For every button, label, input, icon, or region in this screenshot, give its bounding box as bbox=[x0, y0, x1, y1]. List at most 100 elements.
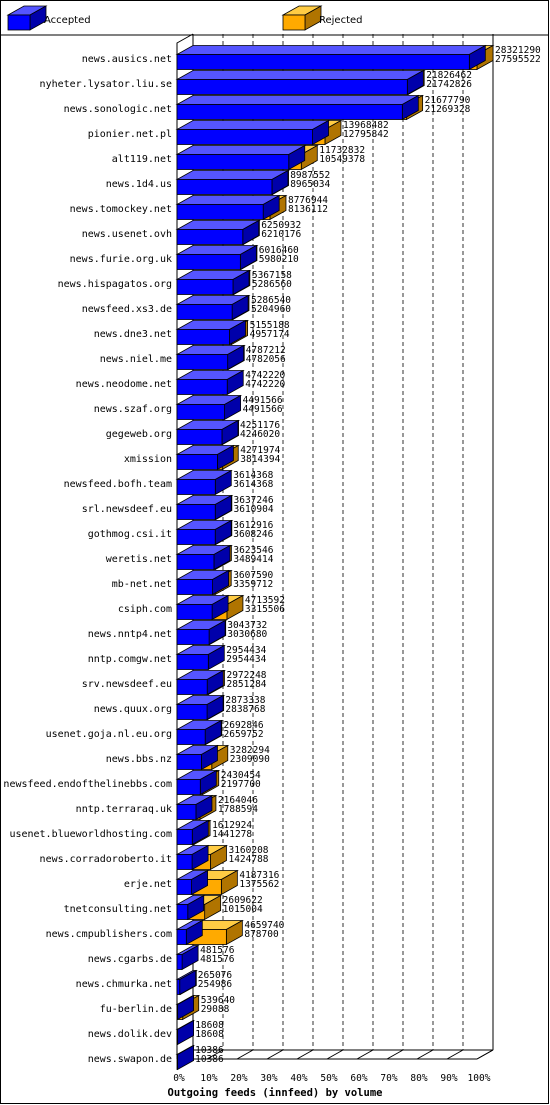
value-offered: 5286540 bbox=[251, 295, 291, 306]
bar-accepted bbox=[175, 944, 200, 971]
bar-accepted bbox=[175, 394, 243, 421]
bar-accepted bbox=[175, 169, 290, 196]
x-tick-label: 40% bbox=[290, 1073, 307, 1084]
x-tick-label: 10% bbox=[200, 1073, 217, 1084]
bar-row bbox=[175, 719, 224, 746]
row-label: news.corradoroberto.it bbox=[40, 854, 172, 865]
value-accepted: 2851284 bbox=[226, 679, 266, 690]
x-tick-label: 80% bbox=[410, 1073, 427, 1084]
bar-accepted bbox=[175, 319, 248, 346]
bar-row bbox=[175, 1019, 196, 1046]
value-offered: 8776944 bbox=[288, 195, 328, 206]
value-offered: 265076 bbox=[198, 970, 233, 981]
value-accepted: 5980210 bbox=[259, 254, 299, 265]
value-accepted: 12795842 bbox=[343, 129, 389, 140]
bar-row bbox=[175, 669, 227, 696]
bar-accepted bbox=[175, 844, 210, 871]
value-offered: 5367158 bbox=[252, 270, 292, 281]
row-label: usenet.goja.nl.eu.org bbox=[46, 729, 172, 740]
bar-row bbox=[175, 594, 245, 621]
bar-row bbox=[175, 394, 243, 421]
bar-row bbox=[175, 244, 259, 271]
value-accepted: 4491566 bbox=[243, 404, 283, 415]
row-label: weretis.net bbox=[106, 554, 172, 565]
row-label: csiph.com bbox=[118, 604, 172, 615]
bar-row bbox=[175, 919, 244, 946]
bar-row bbox=[175, 644, 226, 671]
value-accepted: 10549378 bbox=[319, 154, 365, 165]
row-label: news.chmurka.net bbox=[76, 979, 172, 990]
value-accepted: 481576 bbox=[200, 954, 235, 965]
row-label: news.dne3.net bbox=[94, 329, 172, 340]
bar-accepted bbox=[175, 144, 307, 171]
bar-accepted bbox=[175, 619, 227, 646]
bar-accepted bbox=[175, 369, 245, 396]
bar-accepted bbox=[175, 1044, 196, 1071]
bar-row bbox=[175, 844, 229, 871]
x-tick-label: 20% bbox=[230, 1073, 247, 1084]
row-label: alt119.net bbox=[112, 154, 172, 165]
value-offered: 3282294 bbox=[230, 745, 270, 756]
x-tick-label: 70% bbox=[380, 1073, 397, 1084]
value-offered: 4251176 bbox=[240, 420, 280, 431]
value-offered: 4742220 bbox=[245, 370, 285, 381]
bar-accepted bbox=[175, 544, 232, 571]
bar-row bbox=[175, 694, 226, 721]
value-offered: 28321290 bbox=[495, 45, 541, 56]
value-offered: 3043732 bbox=[227, 620, 267, 631]
bar-accepted bbox=[175, 994, 196, 1021]
value-offered: 5155188 bbox=[250, 320, 290, 331]
legend-label-accepted: Accepted bbox=[44, 15, 91, 26]
row-label: nyheter.lysator.liu.se bbox=[40, 79, 172, 90]
row-label: srl.newsdeef.eu bbox=[82, 504, 172, 515]
value-accepted: 8136112 bbox=[288, 204, 328, 215]
bar-accepted bbox=[175, 769, 218, 796]
row-label: newsfeed.endofthelinebbs.com bbox=[3, 779, 172, 790]
bar-row bbox=[175, 169, 291, 196]
value-offered: 3612916 bbox=[233, 520, 273, 531]
tick-mark bbox=[386, 1049, 404, 1060]
row-label: news.swapon.de bbox=[88, 1054, 172, 1065]
value-accepted: 1424788 bbox=[228, 854, 268, 865]
value-accepted: 3608246 bbox=[233, 529, 273, 540]
bar-row bbox=[175, 519, 234, 546]
bar-accepted bbox=[175, 919, 204, 946]
bar-row bbox=[175, 494, 234, 521]
value-offered: 4187316 bbox=[239, 870, 279, 881]
bar-accepted bbox=[175, 719, 223, 746]
bar-accepted bbox=[175, 244, 258, 271]
x-tick-label: 30% bbox=[260, 1073, 277, 1084]
value-accepted: 2309090 bbox=[230, 754, 270, 765]
bar-row bbox=[175, 69, 426, 96]
value-offered: 21826462 bbox=[426, 70, 472, 81]
legend: Accepted Rejected bbox=[6, 5, 363, 31]
row-label: xmission bbox=[124, 454, 172, 465]
bar-accepted bbox=[175, 294, 250, 321]
value-accepted: 254986 bbox=[198, 979, 233, 990]
bar-accepted bbox=[175, 594, 230, 621]
row-label: news.niel.me bbox=[100, 354, 172, 365]
bar-accepted bbox=[175, 744, 219, 771]
tick-mark bbox=[356, 1049, 374, 1060]
bar-accepted bbox=[175, 69, 425, 96]
value-accepted: 4246020 bbox=[240, 429, 280, 440]
value-accepted: 1015004 bbox=[223, 904, 263, 915]
row-label: news.furie.org.uk bbox=[70, 254, 172, 265]
value-offered: 2164046 bbox=[218, 795, 258, 806]
bar-row bbox=[175, 994, 201, 1021]
x-tick-label: 100% bbox=[468, 1073, 491, 1084]
bar-accepted bbox=[175, 344, 246, 371]
value-accepted: 3315506 bbox=[245, 604, 285, 615]
x-tick-label: 50% bbox=[320, 1073, 337, 1084]
bar-row bbox=[175, 44, 495, 71]
value-accepted: 1375562 bbox=[239, 879, 279, 890]
bar-row bbox=[175, 969, 198, 996]
value-accepted: 5286560 bbox=[252, 279, 292, 290]
bar-row bbox=[175, 269, 252, 296]
bar-accepted bbox=[175, 444, 235, 471]
row-label: news.1d4.us bbox=[106, 179, 172, 190]
bar-row bbox=[175, 219, 261, 246]
row-label: news.szaf.org bbox=[94, 404, 172, 415]
value-accepted: 2197700 bbox=[221, 779, 261, 790]
x-tick-label: 90% bbox=[440, 1073, 457, 1084]
